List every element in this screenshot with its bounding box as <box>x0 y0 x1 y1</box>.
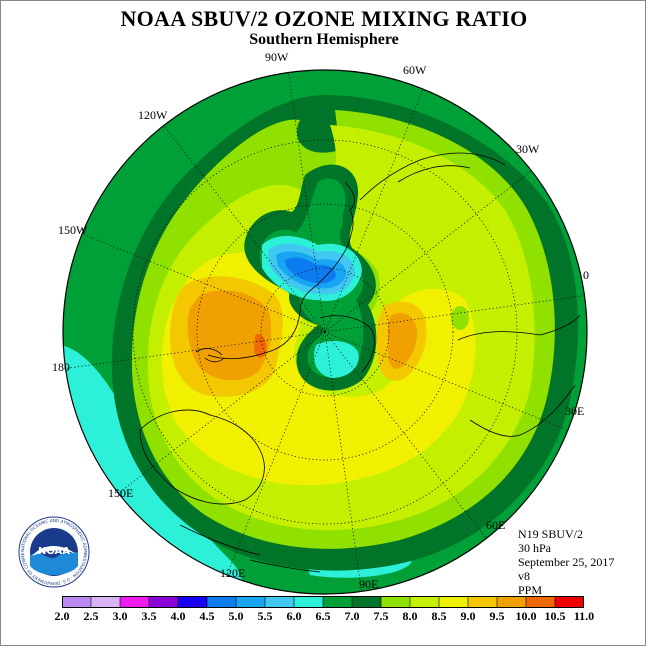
meridian-line <box>324 331 569 431</box>
colorbar-tick-label: 7.5 <box>373 609 389 623</box>
lon-label-90w: 90W <box>265 50 289 64</box>
meridian-line <box>324 170 532 333</box>
info-units: PPM <box>518 583 543 597</box>
colorbar-swatch <box>381 596 411 608</box>
region-9-5-east <box>387 313 418 369</box>
colorbar <box>62 596 584 608</box>
lon-label-60e: 60E <box>486 518 506 532</box>
meridian-line <box>324 331 362 592</box>
map-boundary <box>62 69 588 595</box>
info-level: 30 hPa <box>518 541 551 555</box>
coast-africa <box>457 314 581 437</box>
parallel-ring-3 <box>132 139 518 525</box>
colorbar-swatch <box>497 596 527 608</box>
region-7-0-spot <box>329 213 343 231</box>
coast-south-america <box>359 152 506 201</box>
lon-label-30w: 30W <box>516 142 540 156</box>
lon-label-60w: 60W <box>403 63 427 77</box>
meridian-line <box>226 331 326 576</box>
info-instrument: N19 SBUV/2 <box>518 527 584 541</box>
coast-indonesia <box>179 524 321 573</box>
colorbar-swatch <box>91 596 121 608</box>
colorbar-swatch <box>178 596 208 608</box>
meridian-line <box>288 72 326 333</box>
lon-label-120e: 120E <box>220 566 246 580</box>
coast-australia <box>139 409 265 505</box>
colorbar-swatch <box>555 596 584 608</box>
colorbar-swatch <box>236 596 266 608</box>
noaa-logo-icon: NATIONAL OCEANIC AND ATMOSPHERIC ADMINIS… <box>18 516 90 588</box>
colorbar-tick-label: 10.0 <box>515 609 537 623</box>
parallel-ring-1 <box>260 267 390 397</box>
colorbar-tick-label: 8.0 <box>402 609 418 623</box>
logo-text: NOAA <box>38 546 70 557</box>
colorbar-swatch <box>294 596 324 608</box>
colorbar-swatch <box>265 596 295 608</box>
colorbar-tick-label: 5.5 <box>257 609 273 623</box>
colorbar-swatch <box>439 596 469 608</box>
meridian-lines <box>65 72 585 592</box>
colorbar-tick-label: 6.0 <box>286 609 302 623</box>
parallel-ring-2 <box>196 203 454 461</box>
lon-label-30e: 30E <box>565 404 585 418</box>
meridian-line <box>163 125 326 333</box>
map-subtitle: Southern Hemisphere <box>249 31 399 48</box>
meridian-line <box>324 295 585 333</box>
info-version: v8 <box>518 569 530 583</box>
colorbar-tick-label: 4.5 <box>199 609 215 623</box>
region-6-5-spot <box>451 306 469 330</box>
colorbar-tick-label: 9.0 <box>460 609 476 623</box>
meridian-line <box>81 233 326 333</box>
coast-antarctica <box>207 181 375 373</box>
colorbar-tick-label: 2.5 <box>83 609 99 623</box>
colorbar-swatch <box>410 596 440 608</box>
lon-label-120w: 120W <box>138 108 168 122</box>
colorbar-tick-label: 2.0 <box>54 609 70 623</box>
meridian-line <box>118 331 326 494</box>
meridian-line <box>324 331 487 539</box>
region-6-0-centereast <box>313 340 359 378</box>
meridian-line <box>65 331 326 369</box>
region-9-5-west <box>187 290 272 381</box>
lon-label-150e: 150E <box>108 486 134 500</box>
colorbar-tick-label: 8.5 <box>431 609 447 623</box>
graticule <box>132 139 518 525</box>
colorbar-swatch <box>207 596 237 608</box>
colorbar-swatch <box>468 596 498 608</box>
colorbar-tick-label: 5.0 <box>228 609 244 623</box>
colorbar-swatch <box>352 596 382 608</box>
lon-label-90e: 90E <box>359 577 379 591</box>
info-date: September 25, 2017 <box>518 555 615 569</box>
colorbar-tick-label: 7.0 <box>344 609 360 623</box>
colorbar-swatch <box>62 596 92 608</box>
meridian-line <box>324 88 424 333</box>
colorbar-swatch <box>526 596 556 608</box>
colorbar-swatch <box>120 596 150 608</box>
coast-new-zealand <box>195 348 225 363</box>
colorbar-tick-label: 6.5 <box>315 609 331 623</box>
lon-label-0: 0 <box>583 268 589 282</box>
region-4-5 <box>285 257 336 284</box>
region-10-0 <box>254 334 267 358</box>
colorbar-tick-label: 3.0 <box>112 609 128 623</box>
colorbar-tick-label: 4.0 <box>170 609 186 623</box>
colorbar-swatch <box>149 596 179 608</box>
colorbar-tick-label: 10.5 <box>544 609 566 623</box>
colorbar-tick-label: 9.5 <box>489 609 505 623</box>
colorbar-border <box>62 596 584 608</box>
colorbar-tick-label: 11.0 <box>573 609 595 623</box>
map-title: NOAA SBUV/2 OZONE MIXING RATIO <box>120 6 528 31</box>
lon-label-180: 180 <box>52 360 70 374</box>
coastlines <box>139 152 581 573</box>
colorbar-swatch <box>323 596 353 608</box>
colorbar-tick-label: 3.5 <box>141 609 157 623</box>
lon-label-150w: 150W <box>58 223 88 237</box>
